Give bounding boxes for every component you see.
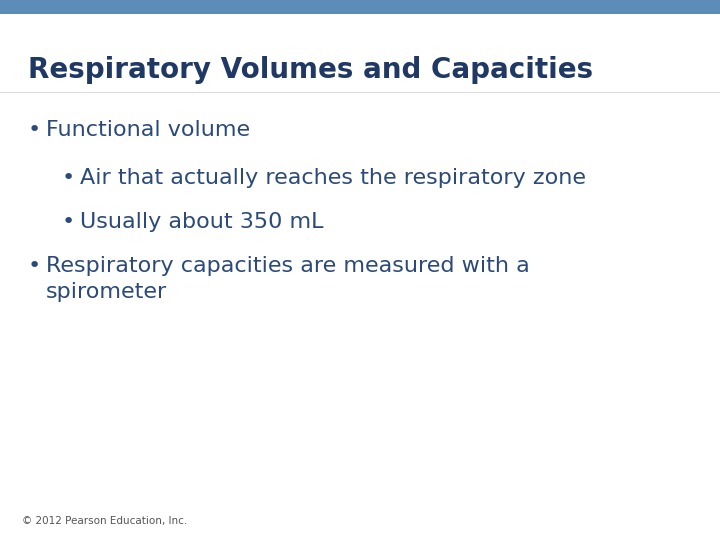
Text: Respiratory Volumes and Capacities: Respiratory Volumes and Capacities [28, 56, 593, 84]
Text: •: • [28, 256, 41, 276]
Text: •: • [28, 120, 41, 140]
Text: •: • [62, 168, 76, 188]
Text: Air that actually reaches the respiratory zone: Air that actually reaches the respirator… [80, 168, 586, 188]
Text: Functional volume: Functional volume [46, 120, 250, 140]
Text: Usually about 350 mL: Usually about 350 mL [80, 212, 323, 232]
Text: •: • [62, 212, 76, 232]
Text: © 2012 Pearson Education, Inc.: © 2012 Pearson Education, Inc. [22, 516, 187, 526]
Text: Respiratory capacities are measured with a
spirometer: Respiratory capacities are measured with… [46, 256, 530, 302]
Bar [0, 0, 720, 14]
